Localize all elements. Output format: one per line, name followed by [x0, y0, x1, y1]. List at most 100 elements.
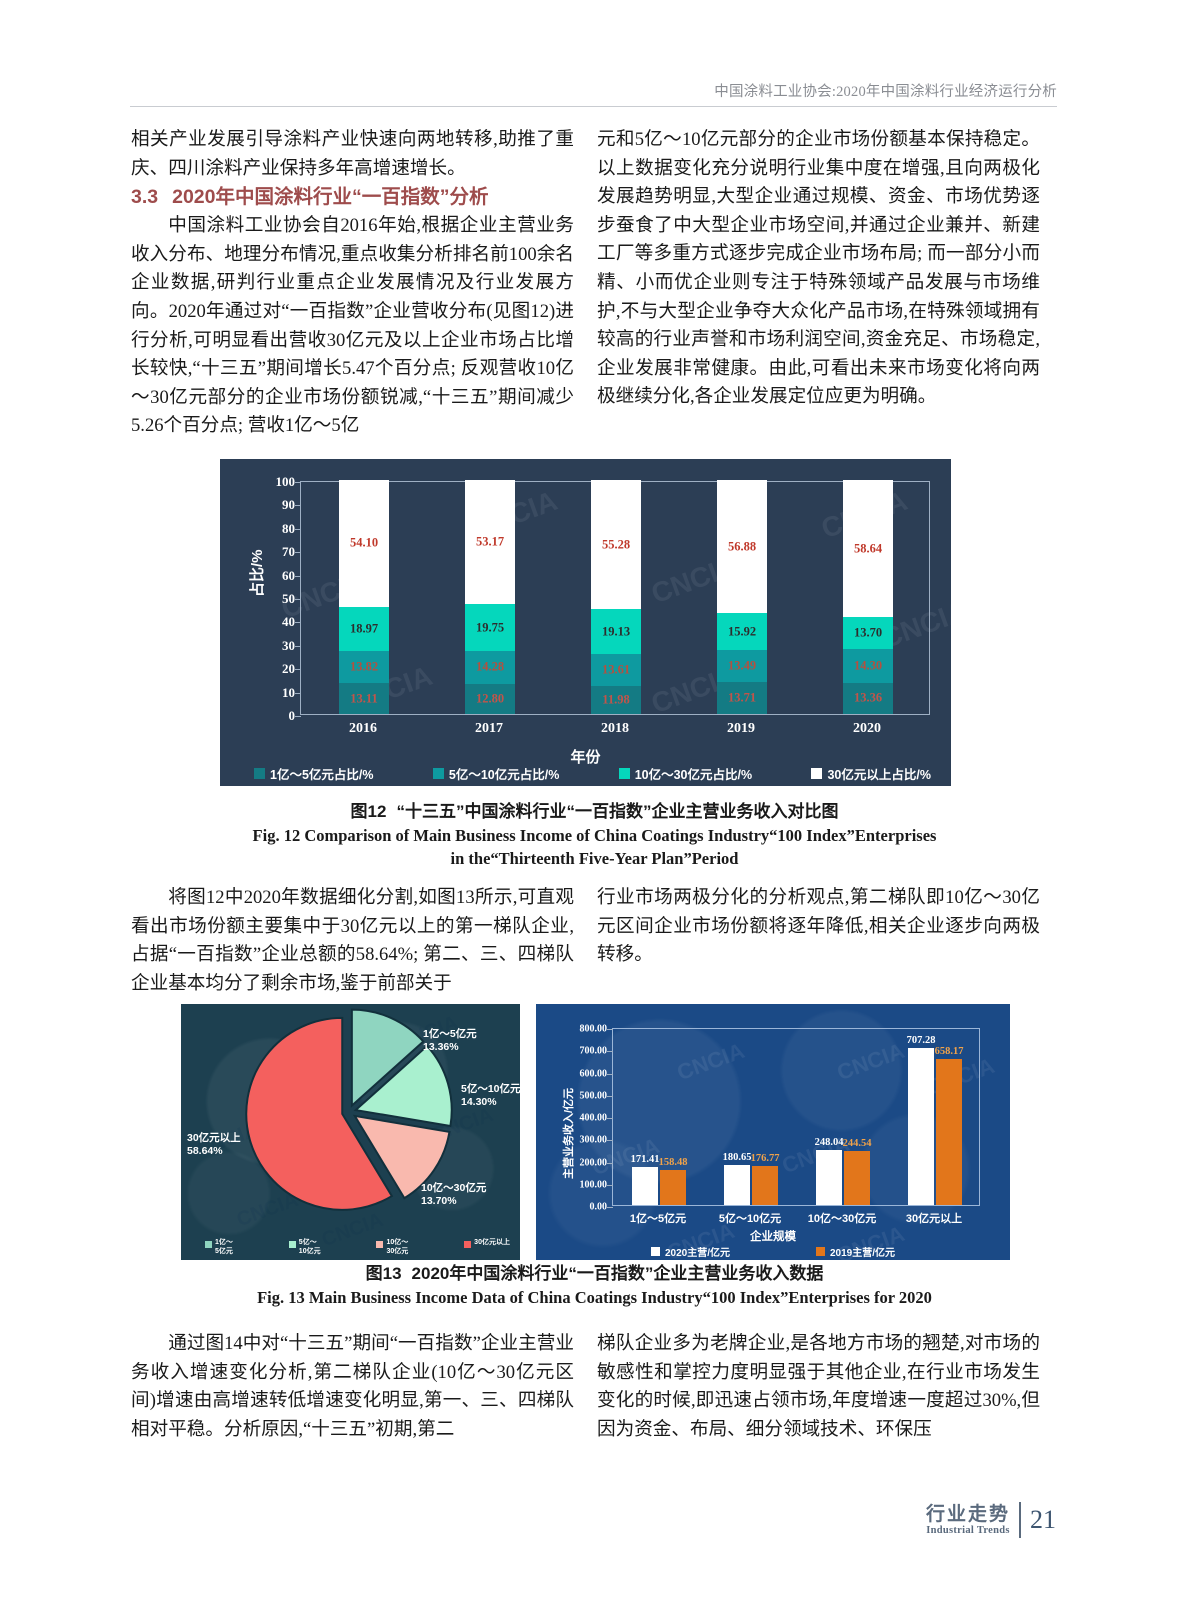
bar-value-label: 13.36 — [853, 690, 883, 705]
pie-label-4-name: 30亿元以上 — [187, 1132, 241, 1144]
legend-swatch — [650, 1247, 660, 1256]
bar-segment: 54.10 — [339, 480, 389, 607]
legend-label: 10亿～ 30亿元 — [386, 1239, 409, 1255]
bar-value-label: 176.77 — [750, 1152, 780, 1164]
y-tick-mark — [607, 1051, 613, 1053]
legend-item[interactable]: 10亿～30亿元占比/% — [618, 764, 753, 783]
y-tick-label: 60 — [282, 567, 295, 583]
footer-section-en: Industrial Trends — [926, 1525, 1010, 1536]
pie-label-2-value: 14.30% — [461, 1096, 497, 1108]
stacked-bar: 58.64 13.70 14.30 13.36 — [843, 480, 893, 714]
figure-13-plot-area: 0.00 100.00 200.00 300.00 400.00 500.00 600.00… — [580, 1024, 980, 1213]
legend-item[interactable]: 1亿～5亿元占比/% — [254, 764, 374, 783]
bar-segment: 13.82 — [339, 651, 389, 684]
bar-value-label: 13.61 — [601, 662, 631, 677]
figure-12-caption-cn: 图12 “十三五”中国涂料行业“一百指数”企业主营业务收入对比图 — [131, 800, 1058, 824]
y-tick-label: 70 — [282, 544, 295, 560]
bar: 180.65 — [723, 1152, 751, 1205]
bar-value-label: 18.97 — [349, 621, 379, 636]
section-heading-3-3: 3.3 2020年中国涂料行业“一百指数”分析 — [131, 183, 574, 212]
paragraph-left-2: 中国涂料工业协会自2016年始,根据企业主营业务收入分布、地理分布情况,重点收集… — [131, 215, 574, 437]
right-column-bottom: 梯队企业多为老牌企业,是各地方市场的翘楚,对市场的敏感性和掌控力度明显强于其他企… — [597, 1330, 1040, 1444]
figure-13-caption: 图13 2020年中国涂料行业“一百指数”企业主营业务收入数据 Fig. 13 M… — [131, 1262, 1058, 1309]
legend-swatch — [811, 768, 823, 779]
legend-item[interactable]: 30亿元以上占比/% — [811, 764, 931, 783]
bar-segment: 14.30 — [843, 649, 893, 683]
figure-13-bar-chart: CNCIA CNCIA CNCIA CNCIA CNCIA CNCIA CNCI… — [536, 1004, 1010, 1260]
bar-segment: 13.61 — [591, 654, 641, 686]
left-column-upper: 相关产业发展引导涂料产业快速向两地转移,助推了重庆、四川涂料产业保持多年高增速增… — [131, 126, 574, 441]
bar-segment: 19.13 — [591, 609, 641, 655]
y-tick-label: 600.00 — [579, 1068, 608, 1079]
right-column-upper: 元和5亿～10亿元部分的企业市场份额基本保持稳定。以上数据变化充分说明行业集中度… — [597, 126, 1040, 412]
paragraph-bottom-right: 梯队企业多为老牌企业,是各地方市场的翘楚,对市场的敏感性和掌控力度明显强于其他企… — [597, 1333, 1040, 1440]
figure-13-caption-text: 2020年中国涂料行业“一百指数”企业主营业务收入数据 — [411, 1264, 824, 1283]
legend-label: 5亿～10亿元占比/% — [448, 768, 560, 782]
y-tick-label: 800.00 — [579, 1023, 608, 1035]
figure-12-caption-text: “十三五”中国涂料行业“一百指数”企业主营业务收入对比图 — [396, 802, 839, 821]
pie-slice — [352, 1114, 451, 1200]
legend-swatch — [618, 768, 630, 779]
bar-value-label: 14.30 — [853, 658, 883, 673]
figure-13-pie-legend: 1亿～ 5亿元 5亿～ 10亿元 10亿～ 30亿元 30亿元以上 — [205, 1239, 510, 1256]
bar-segment: 53.17 — [465, 480, 515, 605]
page-footer: 行业走势 Industrial Trends 21 — [926, 1502, 1056, 1538]
bar-value-label: 19.13 — [601, 624, 631, 639]
y-tick-mark — [295, 599, 301, 600]
x-axis-title: 年份 — [570, 749, 601, 766]
y-tick-mark — [295, 716, 301, 717]
legend-item[interactable]: 2019主营/亿元 — [816, 1244, 895, 1259]
y-tick-mark — [607, 1029, 613, 1030]
bar-segment: 13.71 — [717, 681, 767, 714]
paragraph-mid-right: 行业市场两极分化的分析观点,第二梯队即10亿～30亿元区间企业市场份额将逐年降低… — [597, 887, 1040, 966]
x-tick-label: 10亿～30亿元 — [807, 1213, 877, 1225]
legend-item[interactable]: 5亿～ 10亿元 — [288, 1239, 321, 1256]
figure-12-chart: CNCIA CNCIA CNCIA CNCIA CNCIA CNCIA CNCI… — [220, 459, 951, 786]
bar-value-label: 53.17 — [475, 534, 505, 549]
bar-segment: 13.36 — [843, 682, 893, 714]
y-tick-mark — [295, 575, 301, 577]
legend-label: 10亿～30亿元占比/% — [634, 768, 753, 782]
y-tick-mark — [295, 482, 301, 483]
y-tick-mark — [607, 1118, 613, 1119]
legend-item[interactable]: 2020主营/亿元 — [650, 1244, 730, 1259]
bar-value-label: 14.28 — [475, 659, 505, 674]
pie-label-1: 1亿～5亿元 13.36% — [423, 1028, 477, 1054]
pie-label-4-value: 58.64% — [187, 1145, 223, 1157]
figure-13-caption-en: Fig. 13 Main Business Income Data of Chi… — [257, 1288, 932, 1307]
y-tick-label: 40 — [282, 614, 295, 630]
bar-value-label: 180.65 — [722, 1151, 752, 1163]
figure-13-pie-chart: CNCIA CNCIA CNCIA CNCIA CNCIA 1亿～5亿元13.3… — [181, 1004, 520, 1260]
legend-label: 1亿～5亿元占比/% — [270, 768, 374, 782]
y-tick-mark — [295, 505, 301, 507]
x-tick-label: 2018 — [601, 721, 629, 736]
stacked-bar: 54.10 18.97 13.82 13.11 — [339, 480, 389, 714]
bar-value-label: 158.48 — [658, 1156, 688, 1168]
bar-segment: 13.70 — [843, 617, 893, 650]
bar: 171.41 — [631, 1154, 659, 1205]
y-tick-label: 10 — [282, 684, 295, 700]
section-title: 2020年中国涂料行业“一百指数”分析 — [172, 186, 489, 209]
running-head: 中国涂料工业协会:2020年中国涂料行业经济运行分析 — [714, 84, 1057, 100]
bar-segment: 56.88 — [717, 480, 767, 614]
figure-12-caption: 图12 “十三五”中国涂料行业“一百指数”企业主营业务收入对比图 Fig. 12 … — [131, 800, 1058, 870]
bar-value-label: 54.10 — [349, 535, 379, 550]
figure-12-plot-area: 0 10 20 30 40 50 60 70 80 90 100 54.10 18.97 13.82 13.… — [276, 474, 930, 723]
legend-item[interactable]: 5亿～10亿元占比/% — [432, 764, 560, 783]
pie-label-3: 10亿～30亿元 13.70% — [421, 1182, 486, 1208]
legend-item[interactable]: 1亿～ 5亿元 — [205, 1239, 233, 1256]
bar-segment: 58.64 — [843, 480, 893, 618]
pie-label-2-name: 5亿～10亿元 — [461, 1083, 520, 1095]
bar-segment: 14.28 — [465, 650, 515, 685]
bar: 158.48 — [659, 1157, 687, 1205]
legend-item[interactable]: 30亿元以上 — [464, 1239, 510, 1248]
figure-13-caption-cn: 图13 2020年中国涂料行业“一百指数”企业主营业务收入数据 — [131, 1262, 1058, 1286]
header-divider — [130, 106, 1057, 107]
y-tick-label: 100.00 — [579, 1179, 608, 1191]
bar: 244.54 — [843, 1138, 871, 1205]
paragraph-left-1: 相关产业发展引导涂料产业快速向两地转移,助推了重庆、四川涂料产业保持多年高增速增… — [131, 129, 574, 179]
paragraph-right-1: 元和5亿～10亿元部分的企业市场份额基本保持稳定。以上数据变化充分说明行业集中度… — [597, 129, 1040, 408]
legend-item[interactable]: 10亿～ 30亿元 — [376, 1239, 408, 1256]
paragraph-bottom-left: 通过图14中对“十三五”期间“一百指数”企业主营业务收入增速变化分析,第二梯队企… — [131, 1333, 574, 1440]
